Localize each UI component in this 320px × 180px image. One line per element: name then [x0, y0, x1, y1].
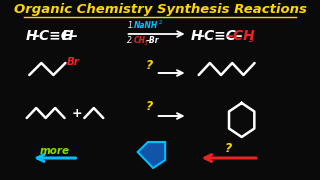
Text: –C≡C–: –C≡C– [198, 29, 244, 43]
Polygon shape [138, 142, 165, 168]
Text: ?: ? [146, 58, 153, 71]
Text: more: more [40, 146, 70, 156]
Text: NaNH: NaNH [134, 21, 158, 30]
Text: Organic Chemistry Synthesis Reactions: Organic Chemistry Synthesis Reactions [13, 3, 307, 15]
Text: 2.: 2. [127, 35, 135, 44]
Text: ?: ? [225, 141, 232, 154]
Text: H: H [191, 29, 203, 43]
Text: Br: Br [67, 57, 80, 67]
Text: H: H [62, 29, 74, 43]
Text: 2: 2 [158, 19, 162, 24]
Text: CH: CH [134, 35, 146, 44]
Text: –Br: –Br [146, 35, 160, 44]
Text: 3: 3 [144, 40, 147, 46]
Text: ?: ? [146, 100, 153, 112]
Text: 1.: 1. [127, 21, 135, 30]
Text: –CH: –CH [227, 29, 256, 43]
Text: H: H [26, 29, 37, 43]
Text: +: + [71, 107, 82, 120]
Text: 3: 3 [247, 34, 253, 44]
Text: –C≡C–: –C≡C– [33, 29, 79, 43]
